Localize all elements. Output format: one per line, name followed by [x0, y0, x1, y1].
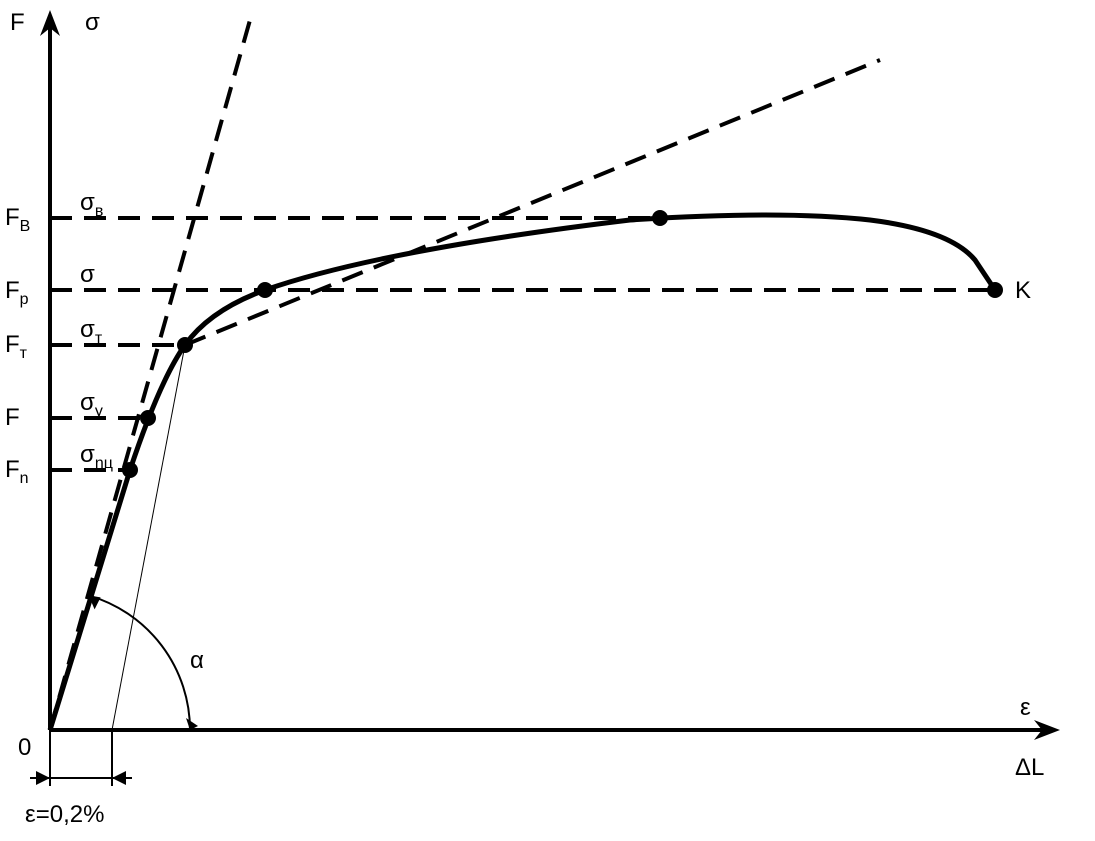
tangent-line: [185, 60, 880, 345]
point-Fp: [257, 282, 273, 298]
label-deltaL-axis: ΔL: [1015, 754, 1044, 781]
point-FT: [177, 337, 193, 353]
angle-arc: [89, 595, 190, 730]
elastic-extension-line: [50, 20, 250, 730]
point-F: [140, 410, 156, 426]
label-K: K: [1015, 277, 1031, 304]
ylabel-Fn: Fn: [5, 456, 29, 487]
label-alpha: α: [190, 647, 204, 674]
stress-strain-diagram: FВ Fр Fт F Fn σв σ σт σу σnц Fσ ε ΔL 0 α Kε=0,2%: [0, 0, 1095, 841]
label-origin: 0: [18, 734, 31, 761]
sigma-label-sigmaB: σв: [80, 189, 103, 220]
label-epsilon-axis: ε: [1020, 694, 1031, 721]
label-F-axis: F: [10, 9, 25, 36]
point-Fn: [122, 462, 138, 478]
label-eps02: ε=0,2%: [25, 801, 104, 828]
sigma-label-sigmaT: σт: [80, 316, 103, 347]
offset-yield-line: [112, 345, 185, 730]
point-FB: [652, 210, 668, 226]
ylabel-Fp: Fр: [5, 277, 29, 308]
label-sigma-axis: σ: [85, 9, 100, 36]
offset-arrow-right: [112, 771, 126, 785]
sigma-label-sigma: σ: [80, 261, 95, 288]
offset-arrow-left: [36, 771, 50, 785]
point-K: [987, 282, 1003, 298]
ylabel-F: F: [5, 404, 20, 431]
ylabel-FB: FВ: [5, 204, 30, 235]
sigma-label-sigmaNc: σnц: [80, 441, 113, 472]
ylabel-FT: Fт: [5, 331, 28, 362]
sigma-label-sigmaY: σу: [80, 389, 103, 420]
